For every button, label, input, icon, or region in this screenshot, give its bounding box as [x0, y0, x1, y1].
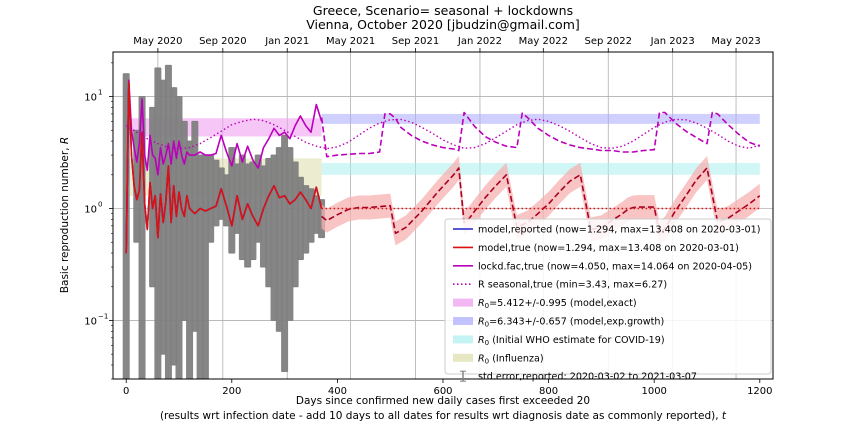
y-axis-label-text: Basic reproduction number,	[59, 144, 71, 293]
legend: model,reported (now=1.294, max=13.408 on…	[444, 218, 772, 383]
legend-label: model,reported (now=1.294, max=13.408 on…	[478, 225, 760, 236]
top-tick-label: Sep 2020	[199, 36, 246, 47]
legend-label: std.error,reported: 2020-03-02 to 2021-0…	[478, 372, 697, 383]
x-tick-label: 600	[433, 386, 452, 397]
legend-label: R0 (Influenza)	[478, 353, 544, 365]
legend-r0-symbol: R	[478, 335, 485, 346]
legend-label: R0 (Initial WHO estimate for COVID-19)	[478, 335, 665, 347]
legend-r0-text: (Influenza)	[489, 353, 543, 364]
y-tick-label: 10	[84, 93, 97, 104]
series-line	[125, 118, 761, 150]
top-tick-label: May 2022	[519, 36, 568, 47]
top-tick-label: Jan 2023	[650, 36, 695, 47]
top-date-ticks: May 2020 Sep 2020 Jan 2021 May 2021 Sep 2021…	[133, 36, 761, 52]
x-axis-label-secondary: (results wrt infection date - add 10 day…	[160, 410, 727, 422]
x-axis-label: Days since confirmed new daily cases fir…	[296, 395, 590, 407]
legend-label: lockd.fac,true (now=4.050, max=14.064 on…	[478, 261, 752, 272]
y-tick-exponent: 0	[98, 201, 102, 209]
legend-label: R0=6.343+/-0.657 (model,exp.growth)	[478, 317, 664, 329]
r0-band	[321, 162, 760, 175]
x-tick-label: 1000	[641, 386, 666, 397]
x-tick-label: 200	[222, 386, 241, 397]
legend-box	[444, 218, 772, 375]
legend-patch-swatch	[453, 335, 473, 344]
top-tick-label: May 2020	[133, 36, 182, 47]
legend-r0-subscript: 0	[485, 302, 489, 310]
legend-r0-symbol: R	[478, 298, 485, 309]
chart-title: Greece, Scenario= seasonal + lockdowns	[313, 3, 573, 18]
legend-patch-swatch	[453, 298, 473, 307]
top-tick-label: Sep 2021	[392, 36, 439, 47]
top-tick-label: May 2021	[326, 36, 375, 47]
y-axis-label: Basic reproduction number, R	[59, 137, 71, 293]
projection-uncertainty-band	[321, 156, 760, 246]
legend-r0-text: =6.343+/-0.657 (model,exp.growth)	[489, 317, 664, 328]
y-tick-exponent: 1	[98, 89, 102, 97]
legend-r0-text: (Initial WHO estimate for COVID-19)	[489, 335, 664, 346]
top-tick-label: Sep 2022	[585, 36, 632, 47]
y-axis-label-var: R	[59, 137, 71, 144]
legend-label: R seasonal,true (min=3.43, max=6.27)	[478, 280, 667, 291]
series-lines	[125, 79, 761, 254]
r0-band	[321, 113, 760, 124]
legend-r0-subscript: 0	[485, 339, 489, 347]
x-tick-label: 400	[328, 386, 347, 397]
x-tick-label: 800	[539, 386, 558, 397]
chart-subtitle: Vienna, October 2020 [jbudzin@gmail.com]	[306, 17, 580, 32]
legend-patch-swatch	[453, 353, 473, 362]
series-line	[320, 111, 761, 158]
series-line	[125, 79, 323, 254]
x-tick-label: 1200	[747, 386, 772, 397]
legend-r0-text: =5.412+/-0.995 (model,exact)	[489, 298, 637, 309]
legend-label: R0=5.412+/-0.995 (model,exact)	[478, 298, 637, 310]
legend-label: model,true (now=1.294, max=13.408 on 202…	[478, 243, 739, 254]
legend-r0-subscript: 0	[485, 321, 489, 329]
y-tick-exponent: −1	[98, 312, 108, 320]
x-axis-ticks: 0 200 400 600 800 1000 1200	[123, 379, 773, 397]
error-bars	[122, 64, 326, 380]
x-axis-label-secondary-text: (results wrt infection date - add 10 day…	[160, 410, 722, 422]
top-tick-label: May 2023	[711, 36, 760, 47]
y-tick-label: 10	[84, 205, 97, 216]
top-tick-label: Jan 2022	[457, 36, 502, 47]
y-tick-label: 10	[84, 316, 97, 327]
top-tick-label: Jan 2021	[264, 36, 309, 47]
legend-r0-subscript: 0	[485, 357, 489, 365]
legend-patch-swatch	[453, 317, 473, 325]
legend-r0-symbol: R	[478, 317, 485, 328]
x-tick-label: 0	[123, 386, 129, 397]
legend-r0-symbol: R	[478, 353, 485, 364]
series-line	[321, 167, 761, 235]
x-axis-label-secondary-var: t	[722, 410, 727, 422]
series-line	[125, 81, 323, 254]
